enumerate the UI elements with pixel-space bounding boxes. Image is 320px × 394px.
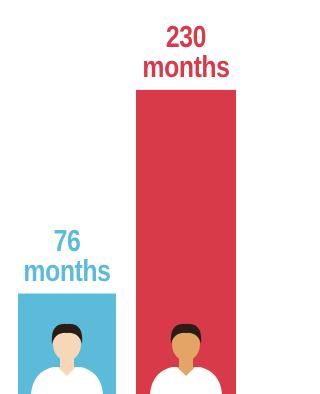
value-label: 230 months — [130, 22, 242, 82]
value-label: 76 months — [11, 226, 123, 286]
chart: 76 months 230 months — [0, 0, 247, 394]
